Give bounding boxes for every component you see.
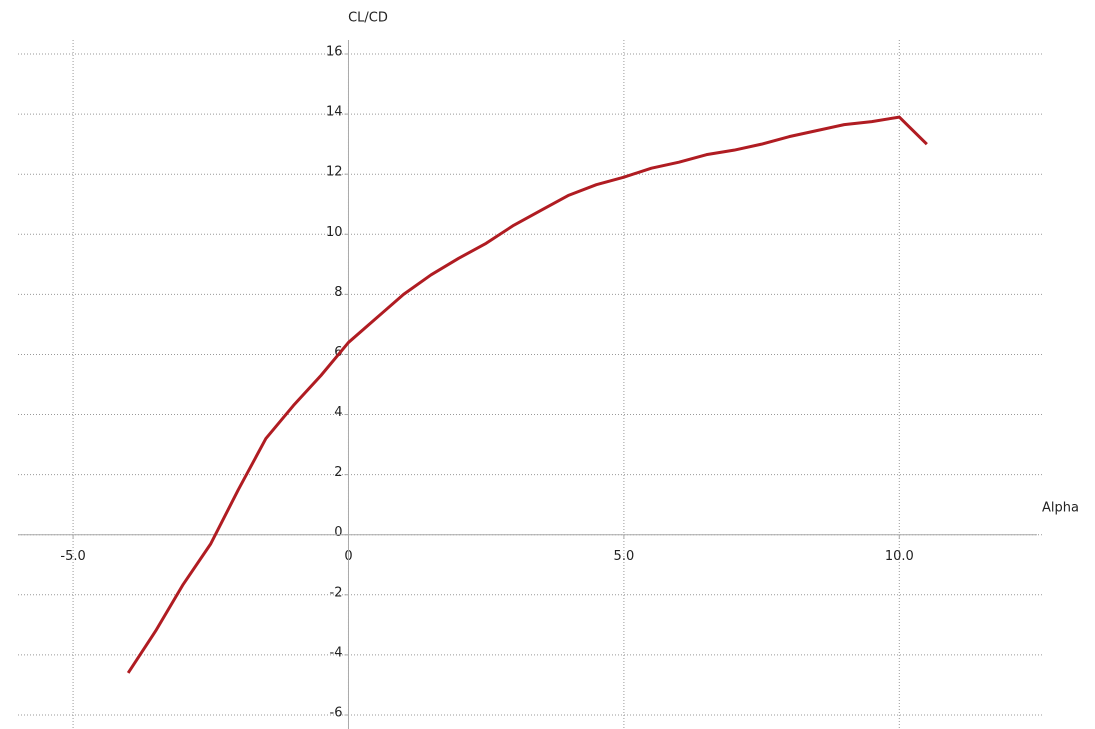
x-axis-label: Alpha bbox=[1042, 501, 1079, 516]
y-tick-label: 12 bbox=[326, 165, 343, 180]
y-tick-label: 16 bbox=[326, 45, 343, 60]
y-tick-label: -6 bbox=[330, 705, 343, 720]
y-tick-label: 4 bbox=[334, 405, 342, 420]
data-line bbox=[126, 115, 928, 674]
x-tick-label: 5.0 bbox=[614, 549, 635, 564]
y-tick-label: 2 bbox=[334, 465, 342, 480]
y-tick-label: 0 bbox=[334, 525, 342, 540]
y-tick-label: -2 bbox=[330, 585, 343, 600]
x-tick-label: -5.0 bbox=[60, 549, 85, 564]
y-tick-label: 8 bbox=[334, 285, 342, 300]
y-axis-label: CL/CD bbox=[348, 11, 388, 26]
y-tick-label: 10 bbox=[326, 225, 343, 240]
x-tick-label: 10.0 bbox=[885, 549, 914, 564]
y-tick-label: 14 bbox=[326, 105, 343, 120]
y-tick-label: -4 bbox=[330, 645, 343, 660]
